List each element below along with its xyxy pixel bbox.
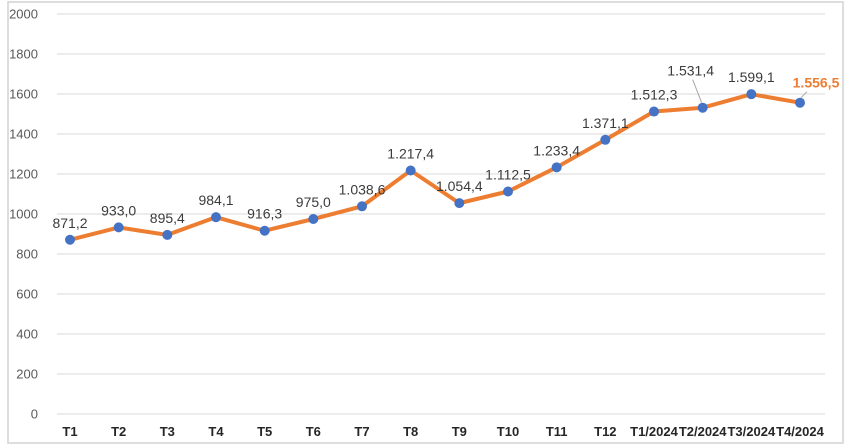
x-tick-label: T12 — [594, 424, 616, 439]
y-tick-label: 400 — [16, 327, 38, 342]
data-label: 1.038,6 — [339, 181, 386, 197]
chart-border — [7, 1, 844, 444]
y-tick-label: 200 — [16, 367, 38, 382]
data-point — [454, 198, 465, 209]
data-label: 1.112,5 — [485, 167, 531, 183]
x-tick-label: T8 — [403, 424, 418, 439]
x-tick-label: T6 — [306, 424, 321, 439]
y-tick-label: 600 — [16, 287, 38, 302]
data-point — [259, 225, 270, 236]
x-tick-label: T3 — [160, 424, 175, 439]
x-tick-label: T4/2024 — [776, 424, 824, 439]
data-label: 984,1 — [198, 192, 233, 208]
data-label: 895,4 — [150, 210, 185, 226]
data-label: 975,0 — [296, 194, 331, 210]
data-label: 871,2 — [52, 215, 87, 231]
data-point — [65, 234, 75, 245]
y-tick-label: 1800 — [9, 47, 38, 62]
data-label: 1.233,4 — [533, 142, 580, 158]
data-point — [162, 229, 173, 240]
x-tick-label: T3/2024 — [727, 424, 775, 439]
data-point — [795, 97, 805, 108]
data-point — [211, 212, 221, 223]
data-label: 1.371,1 — [582, 115, 629, 131]
data-label: 1.217,4 — [387, 146, 434, 162]
y-tick-label: 800 — [16, 247, 38, 262]
data-label: 1.512,3 — [631, 87, 678, 103]
y-tick-label: 1000 — [9, 207, 38, 222]
y-tick-label: 1600 — [9, 87, 38, 102]
data-point — [357, 201, 367, 212]
x-tick-label: T9 — [452, 424, 467, 439]
data-point — [503, 186, 513, 197]
x-tick-label: T10 — [497, 424, 519, 439]
y-tick-label: 2000 — [9, 7, 38, 22]
data-point — [649, 106, 659, 117]
series-line — [68, 92, 802, 242]
x-tick-label: T5 — [257, 424, 272, 439]
data-label: 933,0 — [101, 202, 136, 218]
label-leader-line — [800, 91, 808, 99]
data-label: 1.599,1 — [728, 69, 775, 85]
data-label: 916,3 — [247, 206, 282, 222]
x-tick-label: T7 — [354, 424, 369, 439]
data-point — [308, 214, 319, 224]
y-tick-label: 0 — [31, 407, 38, 422]
x-tick-label: T1/2024 — [630, 424, 678, 439]
data-label: 1.054,4 — [436, 178, 483, 194]
x-tick-label: T2 — [111, 424, 126, 439]
label-leader-line — [692, 79, 703, 103]
data-point — [405, 165, 416, 176]
y-tick-label: 1200 — [9, 167, 38, 182]
x-tick-label: T1 — [62, 424, 77, 439]
x-tick-label: T11 — [546, 424, 568, 439]
x-tick-label: T2/2024 — [679, 424, 727, 439]
data-point — [746, 89, 757, 100]
data-point — [697, 102, 708, 113]
data-point — [600, 134, 611, 145]
x-tick-label: T4 — [208, 424, 224, 439]
data-label: 1.531,4 — [667, 63, 714, 79]
data-point — [113, 222, 124, 233]
y-tick-label: 1400 — [9, 127, 38, 142]
data-point — [551, 162, 562, 173]
data-label: 1.556,5 — [793, 75, 840, 91]
